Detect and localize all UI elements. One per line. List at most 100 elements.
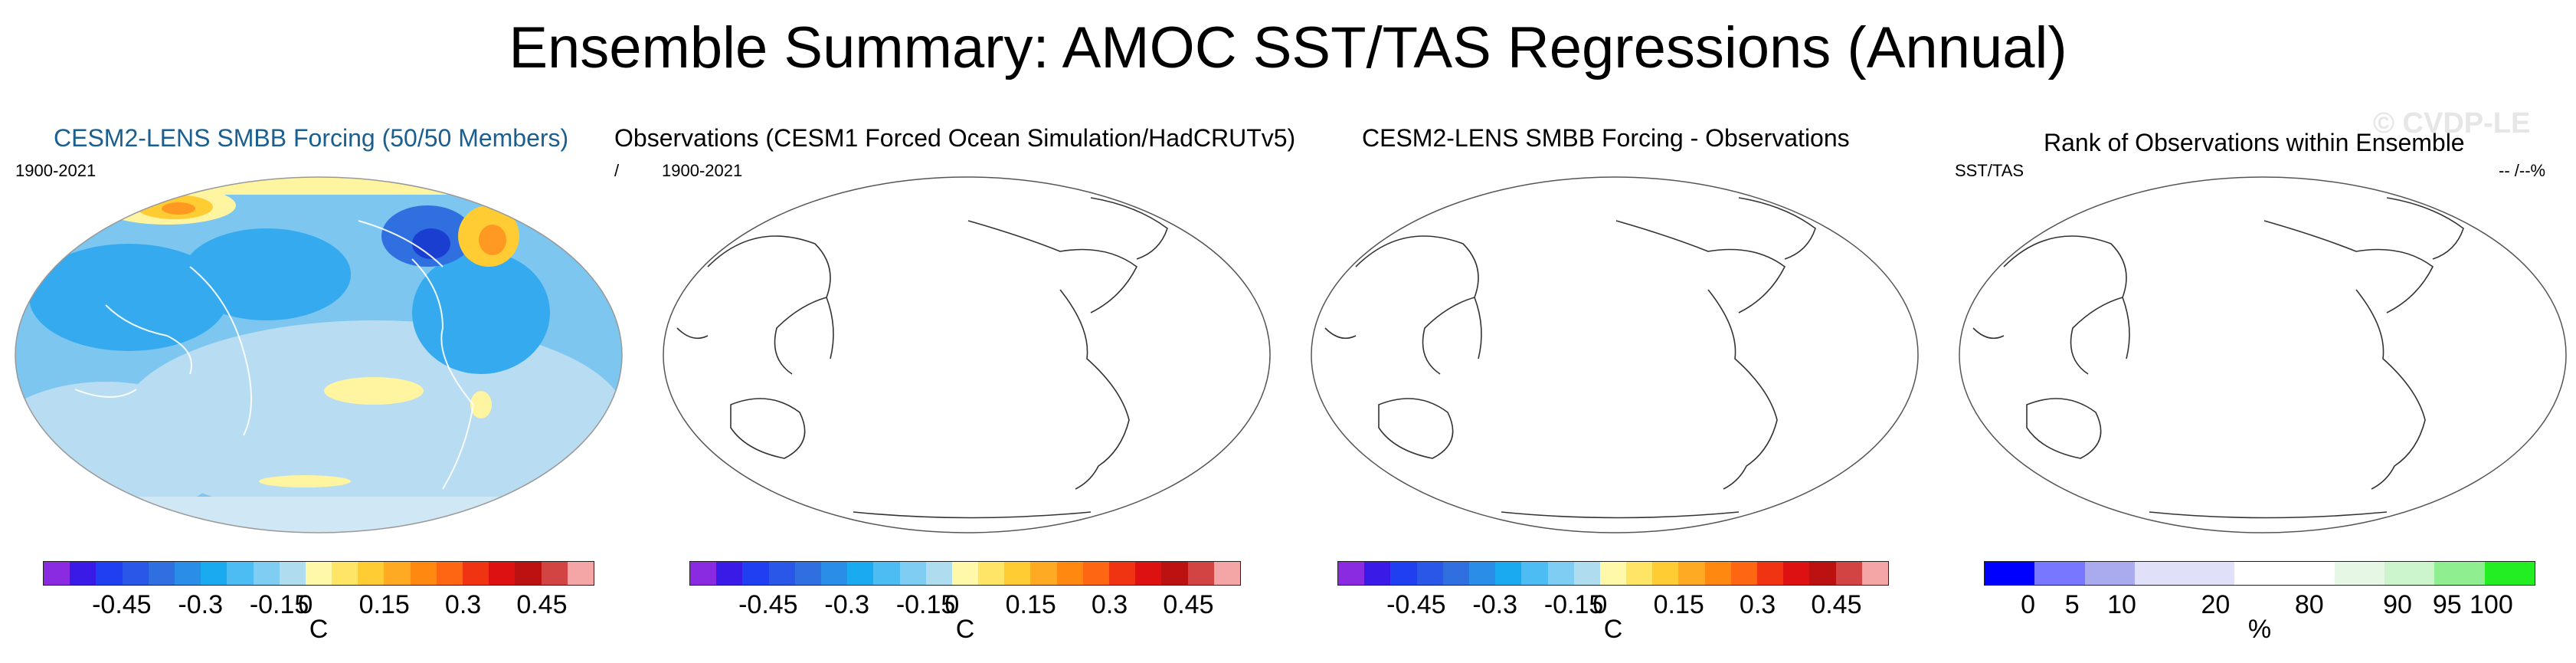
colorbar-tick-label: -0.3 (824, 590, 869, 619)
colorbar-ticks-panel-1: -0.45 -0.3 -0.15 0 0.15 0.3 0.45 (43, 590, 594, 621)
colorbar-swatch (2484, 562, 2535, 585)
map-panel-4 (1959, 176, 2567, 533)
colorbar-swatch (1338, 562, 1365, 585)
colorbar-swatch (358, 562, 385, 585)
colorbar-tick-label: 0.3 (444, 590, 482, 619)
panel-2-title: Observations (CESM1 Forced Ocean Simulat… (614, 124, 1296, 152)
colorbar-tick-label: 10 (2107, 590, 2136, 619)
colorbar-swatch (873, 562, 900, 585)
colorbar-swatch (2134, 562, 2185, 585)
colorbar-swatch (1416, 562, 1443, 585)
figure-title: Ensemble Summary: AMOC SST/TAS Regressio… (509, 15, 2067, 80)
colorbar-swatch (899, 562, 926, 585)
colorbar-swatch (541, 562, 568, 585)
colorbar-tick-label: -0.45 (92, 590, 152, 619)
colorbar-swatch (1364, 562, 1391, 585)
colorbar-swatch (768, 562, 795, 585)
colorbar-tick-label: 5 (2064, 590, 2080, 619)
colorbar-tick-label: -0.15 (895, 590, 956, 619)
colorbar-unit-panel-4: % (2247, 615, 2272, 644)
colorbar-tick-label: 0.3 (1091, 590, 1128, 619)
colorbar-tick-label: -0.3 (1472, 590, 1517, 619)
colorbar-unit-panel-2: C (955, 615, 975, 644)
colorbar-swatch (174, 562, 201, 585)
colorbar-tick-label: -0.15 (249, 590, 309, 619)
colorbar-panel-3 (1337, 561, 1889, 586)
colorbar-swatch (2234, 562, 2285, 585)
colorbar-swatch (1835, 562, 1862, 585)
colorbar-swatch (820, 562, 848, 585)
colorbar-swatch (253, 562, 280, 585)
colorbar-swatch (201, 562, 227, 585)
colorbar-swatch (515, 562, 542, 585)
colorbar-swatch (1030, 562, 1057, 585)
colorbar-swatch (1704, 562, 1731, 585)
colorbar-swatch (332, 562, 358, 585)
colorbar-swatch (2185, 562, 2235, 585)
colorbar-swatch (1652, 562, 1679, 585)
panel-4-title: Rank of Observations within Ensemble (2044, 129, 2465, 156)
colorbar-swatch (1468, 562, 1496, 585)
colorbar-tick-label: 0.15 (1653, 590, 1704, 619)
colorbar-swatch (305, 562, 332, 585)
panel-3-title: CESM2-LENS SMBB Forcing - Observations (1362, 124, 1850, 152)
map-panel-3 (1311, 176, 1919, 533)
colorbar-swatch (1861, 562, 1888, 585)
colorbar-swatch (1678, 562, 1705, 585)
colorbar-swatch (1599, 562, 1627, 585)
colorbar-swatch (2084, 562, 2135, 585)
colorbar-tick-label: 95 (2432, 590, 2462, 619)
colorbar-swatch (1730, 562, 1757, 585)
colorbar-swatch (2034, 562, 2085, 585)
colorbar-swatch (1109, 562, 1136, 585)
panel-1-period: 1900-2021 (15, 161, 97, 180)
colorbar-tick-label: 0 (944, 590, 960, 619)
colorbar-swatch (2334, 562, 2385, 585)
panel-1-title: CESM2-LENS SMBB Forcing (50/50 Members) (54, 124, 569, 152)
colorbar-swatch (1985, 562, 2035, 585)
colorbar-swatch (1390, 562, 1417, 585)
colorbar-swatch (1547, 562, 1574, 585)
colorbar-swatch (1442, 562, 1469, 585)
colorbar-tick-label: 80 (2294, 590, 2324, 619)
colorbar-swatch (410, 562, 437, 585)
colorbar-swatch (567, 562, 594, 585)
colorbar-swatch (489, 562, 516, 585)
colorbar-tick-label: 0 (298, 590, 313, 619)
colorbar-swatch (1783, 562, 1810, 585)
colorbar-ticks-panel-4: 0 5 10 20 80 90 95 100 (1984, 590, 2535, 621)
colorbar-unit-panel-3: C (1603, 615, 1623, 644)
colorbar-unit-panel-1: C (309, 615, 329, 644)
colorbar-swatch (70, 562, 97, 585)
colorbar-swatch (1626, 562, 1653, 585)
colorbar-swatch (1809, 562, 1836, 585)
colorbar-swatch (436, 562, 463, 585)
colorbar-swatch (1495, 562, 1522, 585)
colorbar-tick-label: 0.15 (1005, 590, 1056, 619)
colorbar-swatch (384, 562, 411, 585)
colorbar-swatch (690, 562, 717, 585)
colorbar-tick-label: -0.3 (178, 590, 223, 619)
colorbar-swatch (2434, 562, 2485, 585)
colorbar-swatch (847, 562, 874, 585)
colorbar-swatch (1187, 562, 1214, 585)
colorbar-panel-4 (1984, 561, 2535, 586)
colorbar-swatch (122, 562, 149, 585)
watermark: © CVDP-LE (2373, 107, 2531, 139)
map-panel-2 (663, 176, 1271, 533)
colorbar-swatch (925, 562, 952, 585)
colorbar-tick-label: -0.45 (738, 590, 798, 619)
colorbar-tick-label: 0.45 (516, 590, 568, 619)
colorbar-swatch (463, 562, 489, 585)
colorbar-swatch (1161, 562, 1188, 585)
colorbar-swatch (2385, 562, 2435, 585)
colorbar-panel-2 (689, 561, 1241, 586)
colorbar-tick-label: 20 (2201, 590, 2231, 619)
colorbar-swatch (1521, 562, 1548, 585)
colorbar-swatch (742, 562, 769, 585)
panel-4-variable: SST/TAS (1955, 161, 2024, 180)
colorbar-swatch (227, 562, 254, 585)
colorbar-tick-label: 0 (1592, 590, 1608, 619)
colorbar-tick-label: 0.15 (358, 590, 410, 619)
colorbar-swatch (1573, 562, 1600, 585)
